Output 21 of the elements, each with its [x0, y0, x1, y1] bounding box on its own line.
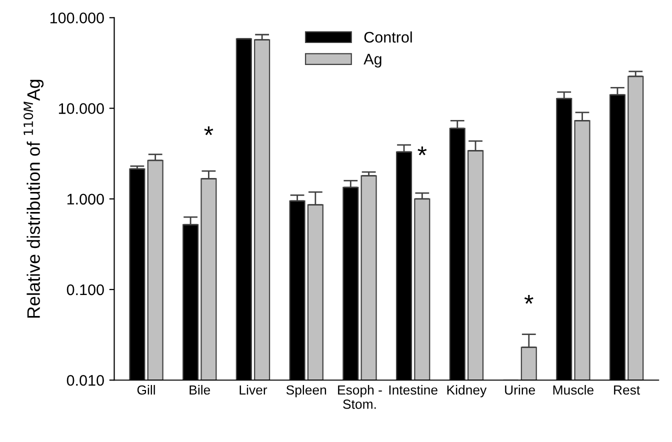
annotation: * — [204, 126, 214, 136]
x-tick-label: Spleen — [286, 384, 326, 398]
x-tick-label: Urine — [505, 384, 535, 395]
x-tick-label: Gill — [137, 384, 155, 395]
x-tick-label: Esoph - Stom. — [338, 384, 382, 409]
annotation: * — [418, 146, 427, 156]
y-tick-label: 10.000 — [58, 103, 104, 114]
x-tick-label: Rest — [614, 385, 640, 395]
legend-label: Ag — [364, 54, 382, 68]
y-tick-label: 1.000 — [67, 194, 104, 205]
y-tick-label: 0.010 — [66, 374, 104, 386]
x-tick-label: Intestine — [389, 384, 438, 395]
x-tick-label: Bile — [190, 384, 210, 395]
y-tick-label: 0.100 — [66, 284, 104, 296]
x-tick-label: Kidney — [447, 384, 487, 398]
y-axis-title: Relative distribution of $^{110M}$Ag — [24, 80, 44, 318]
x-tick-label: Muscle — [553, 384, 594, 395]
y-tick-label: 100.000 — [50, 12, 104, 24]
annotation: * — [524, 294, 534, 304]
legend-label: Control — [364, 31, 412, 43]
x-tick-label: Liver — [240, 384, 268, 395]
